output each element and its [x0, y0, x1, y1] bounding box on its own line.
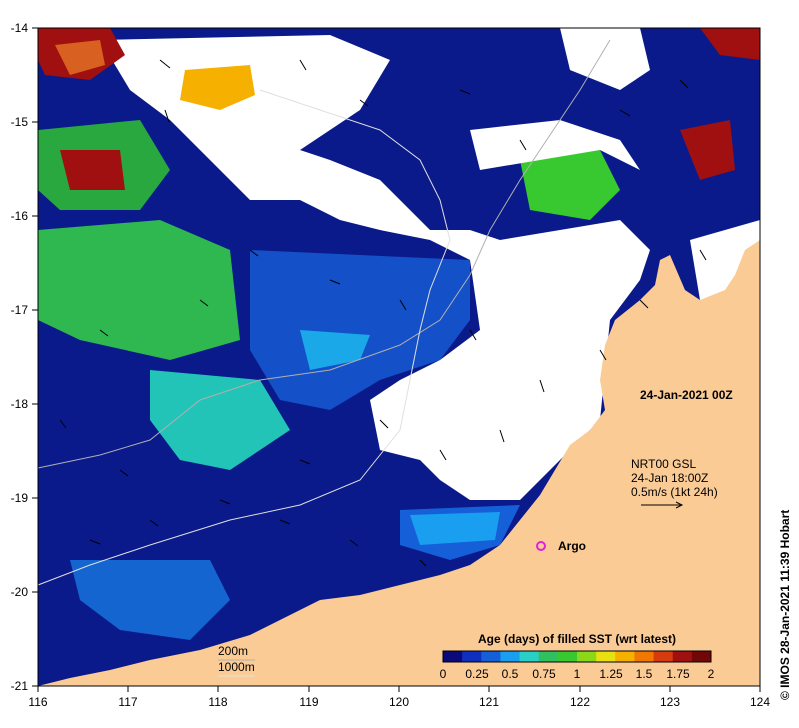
colorbar-tick-label: 0.75	[532, 667, 556, 681]
colorbar-tick-label: 2	[708, 667, 715, 681]
lon-tick-label: 122	[570, 695, 590, 709]
lon-tick-label: 124	[750, 695, 770, 709]
sst-region-light-blue-south	[410, 512, 500, 545]
sst-region-red-west	[60, 150, 125, 190]
latitude-axis: -14 -15 -16 -17 -18 -19 -20 -21	[11, 21, 29, 693]
colorbar-title: Age (days) of filled SST (wrt latest)	[478, 632, 676, 646]
colorbar-swatch	[691, 651, 712, 662]
axis-ticks	[32, 27, 761, 692]
colorbar-swatch	[653, 651, 674, 662]
current-scale-label: 0.5m/s (1kt 24h)	[631, 485, 718, 499]
lat-tick-label: -16	[11, 209, 29, 223]
isobath-legend-200m: 200m	[218, 644, 248, 658]
lon-tick-label: 118	[208, 695, 227, 709]
colorbar-swatch	[596, 651, 616, 662]
lat-tick-label: -20	[11, 585, 29, 599]
sst-region-blue-sw	[70, 560, 230, 640]
current-source-label: NRT00 GSL	[631, 457, 696, 471]
colorbar-tick-label: 0	[440, 667, 447, 681]
colorbar-swatch	[462, 651, 482, 662]
longitude-axis: 116 117 118 119 120 121 122 123 124	[28, 695, 770, 709]
sst-region-orange-nw	[55, 40, 105, 75]
sst-region-blue	[250, 250, 470, 410]
date-label: 24-Jan-2021 00Z	[640, 388, 733, 402]
current-vectors	[59, 59, 707, 567]
sst-region-green-west	[38, 220, 240, 360]
land-australia	[38, 240, 760, 686]
colorbar-tick-label: 1.25	[599, 667, 623, 681]
lon-tick-label: 119	[299, 695, 318, 709]
current-time-label: 24-Jan 18:00Z	[631, 471, 708, 485]
argo-label: Argo	[558, 539, 586, 553]
no-data-region-top	[560, 28, 650, 90]
isobath-legend-1000m: 1000m	[218, 660, 255, 674]
lon-tick-label: 116	[28, 695, 47, 709]
colorbar-swatches	[443, 651, 712, 662]
colorbar-swatch	[577, 651, 597, 662]
lat-tick-label: -18	[11, 397, 29, 411]
colorbar-frame	[442, 650, 712, 663]
lat-tick-label: -21	[11, 679, 29, 693]
colorbar-tick-label: 1.5	[636, 667, 653, 681]
credit-label: © IMOS 28-Jan-2021 11:39 Hobart	[778, 509, 792, 700]
isobath-1000m	[37, 89, 451, 586]
colorbar-swatch	[481, 651, 501, 662]
colorbar-tick-label: 1.75	[666, 667, 690, 681]
argo-marker	[536, 541, 546, 551]
colorbar-tick-label: 0.25	[465, 667, 489, 681]
sst-region-red-top	[700, 28, 760, 60]
colorbar-swatch	[615, 651, 635, 662]
lon-tick-label: 121	[479, 695, 499, 709]
lon-tick-label: 117	[118, 695, 137, 709]
sst-region-red-ne	[680, 120, 735, 180]
lat-tick-label: -15	[11, 115, 29, 129]
lat-tick-label: -19	[11, 491, 29, 505]
colorbar: Age (days) of filled SST (wrt latest) 0 …	[440, 632, 715, 681]
colorbar-swatch	[557, 651, 578, 662]
lon-tick-label: 120	[389, 695, 409, 709]
colorbar-swatch	[538, 651, 559, 662]
vector-scale-arrowhead	[675, 501, 684, 509]
colorbar-swatch	[634, 651, 655, 662]
sst-region-teal	[150, 370, 290, 470]
colorbar-tick-label: 1	[574, 667, 581, 681]
colorbar-swatch	[443, 651, 463, 662]
lat-tick-label: -17	[11, 303, 29, 317]
no-data-region-north	[470, 120, 640, 170]
colorbar-tick-label: 0.5	[502, 667, 519, 681]
lon-tick-label: 123	[660, 695, 680, 709]
lat-tick-label: -14	[11, 21, 29, 35]
no-data-region-central	[100, 35, 650, 500]
sst-region-green-ne	[520, 150, 620, 220]
colorbar-swatch	[672, 651, 693, 662]
sst-region-light-blue	[300, 330, 370, 370]
sst-region-orange	[180, 65, 255, 110]
colorbar-swatch	[519, 651, 540, 662]
colorbar-swatch	[500, 651, 521, 662]
